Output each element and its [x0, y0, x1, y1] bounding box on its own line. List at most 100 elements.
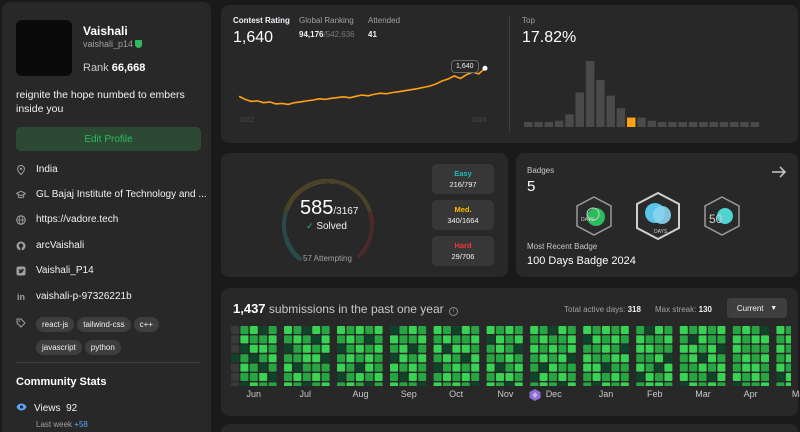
heatmap-cell[interactable] — [751, 382, 760, 386]
heatmap-cell[interactable] — [240, 363, 249, 372]
heatmap-cell[interactable] — [312, 363, 321, 372]
heatmap-cell[interactable] — [231, 344, 239, 353]
heatmap-cell[interactable] — [751, 335, 760, 344]
heatmap-cell[interactable] — [374, 373, 383, 381]
top-bar[interactable] — [657, 122, 667, 127]
heatmap-cell[interactable] — [602, 363, 610, 372]
heatmap-cell[interactable] — [567, 363, 576, 372]
heatmap-cell[interactable] — [399, 344, 408, 353]
heatmap-cell[interactable] — [620, 382, 629, 386]
heatmap-cell[interactable] — [408, 373, 417, 381]
heatmap-cell[interactable] — [486, 344, 495, 353]
heatmap-cell[interactable] — [249, 373, 258, 381]
heatmap-cell[interactable] — [486, 363, 495, 372]
heatmap-cell[interactable] — [583, 326, 592, 334]
heatmap-cell[interactable] — [231, 354, 239, 363]
heatmap-cell[interactable] — [443, 335, 451, 344]
heatmap-cell[interactable] — [636, 335, 645, 344]
heatmap-cell[interactable] — [549, 363, 557, 372]
heatmap-cell[interactable] — [530, 382, 539, 386]
heatmap-cell[interactable] — [443, 326, 451, 334]
heatmap-cell[interactable] — [776, 382, 785, 386]
heatmap-cell[interactable] — [337, 373, 345, 381]
heatmap-cell[interactable] — [471, 326, 480, 334]
heatmap-cell[interactable] — [399, 354, 408, 363]
heatmap-cell[interactable] — [776, 363, 785, 372]
heatmap-cell[interactable] — [337, 326, 345, 334]
heatmap-cell[interactable] — [611, 326, 620, 334]
heatmap-cell[interactable] — [390, 382, 398, 386]
heatmap-cell[interactable] — [655, 382, 663, 386]
heatmap-cell[interactable] — [505, 335, 514, 344]
heatmap-cell[interactable] — [558, 335, 567, 344]
heatmap-cell[interactable] — [583, 354, 592, 363]
heatmap-cell[interactable] — [742, 326, 751, 334]
top-bar[interactable] — [575, 92, 585, 127]
heatmap-cell[interactable] — [312, 335, 321, 344]
annual-badge-icon[interactable] — [528, 388, 542, 402]
rating-current-point[interactable] — [482, 65, 488, 71]
heatmap-cell[interactable] — [268, 382, 277, 386]
heatmap-cell[interactable] — [399, 335, 408, 344]
heatmap-cell[interactable] — [611, 335, 620, 344]
heatmap-cell[interactable] — [761, 373, 769, 381]
heatmap-cell[interactable] — [539, 382, 548, 386]
heatmap-cell[interactable] — [655, 326, 663, 334]
heatmap-cell[interactable] — [452, 335, 461, 344]
heatmap-cell[interactable] — [461, 382, 470, 386]
heatmap-cell[interactable] — [346, 344, 355, 353]
heatmap-cell[interactable] — [240, 354, 249, 363]
heatmap-cell[interactable] — [461, 344, 470, 353]
heatmap-cell[interactable] — [679, 344, 688, 353]
heatmap-cell[interactable] — [337, 363, 345, 372]
heatmap-cell[interactable] — [761, 344, 769, 353]
heatmap-cell[interactable] — [231, 363, 239, 372]
top-bar[interactable] — [637, 117, 646, 127]
heatmap-cell[interactable] — [486, 326, 495, 334]
heatmap-cell[interactable] — [592, 344, 601, 353]
top-bar[interactable] — [565, 114, 574, 127]
heatmap-cell[interactable] — [664, 382, 673, 386]
heatmap-cell[interactable] — [689, 326, 698, 334]
heatmap-cell[interactable] — [321, 382, 330, 386]
heatmap-cell[interactable] — [708, 354, 716, 363]
heatmap-cell[interactable] — [567, 373, 576, 381]
top-bar[interactable] — [740, 122, 749, 127]
heatmap-cell[interactable] — [664, 344, 673, 353]
heatmap-cell[interactable] — [321, 326, 330, 334]
skill-tag[interactable]: react-js — [36, 317, 75, 332]
heatmap-cell[interactable] — [689, 344, 698, 353]
badge-200-days-icon[interactable]: DAYS — [633, 191, 683, 241]
heatmap-cell[interactable] — [742, 344, 751, 353]
heatmap-cell[interactable] — [461, 326, 470, 334]
heatmap-cell[interactable] — [592, 354, 601, 363]
heatmap-cell[interactable] — [539, 363, 548, 372]
heatmap-cell[interactable] — [259, 344, 268, 353]
top-bar[interactable] — [524, 122, 533, 127]
heatmap-cell[interactable] — [418, 326, 427, 334]
heatmap-cell[interactable] — [390, 344, 398, 353]
heatmap-cell[interactable] — [408, 326, 417, 334]
heatmap-cell[interactable] — [486, 354, 495, 363]
heatmap-cell[interactable] — [620, 354, 629, 363]
heatmap-cell[interactable] — [776, 373, 785, 381]
heatmap-cell[interactable] — [433, 382, 442, 386]
avatar[interactable] — [16, 20, 72, 76]
heatmap-cell[interactable] — [249, 363, 258, 372]
heatmap-cell[interactable] — [785, 326, 791, 334]
heatmap-cell[interactable] — [486, 382, 495, 386]
heatmap-cell[interactable] — [776, 335, 785, 344]
heatmap-cell[interactable] — [761, 382, 769, 386]
heatmap-cell[interactable] — [539, 335, 548, 344]
heatmap-cell[interactable] — [284, 373, 292, 381]
heatmap-cell[interactable] — [717, 335, 726, 344]
heatmap-cell[interactable] — [505, 344, 514, 353]
heatmap-cell[interactable] — [268, 354, 277, 363]
top-distribution-chart[interactable] — [521, 55, 789, 129]
heatmap-cell[interactable] — [776, 354, 785, 363]
heatmap-cell[interactable] — [655, 335, 663, 344]
heatmap-cell[interactable] — [284, 354, 292, 363]
heatmap-cell[interactable] — [583, 363, 592, 372]
heatmap-cell[interactable] — [249, 335, 258, 344]
heatmap-cell[interactable] — [549, 335, 557, 344]
